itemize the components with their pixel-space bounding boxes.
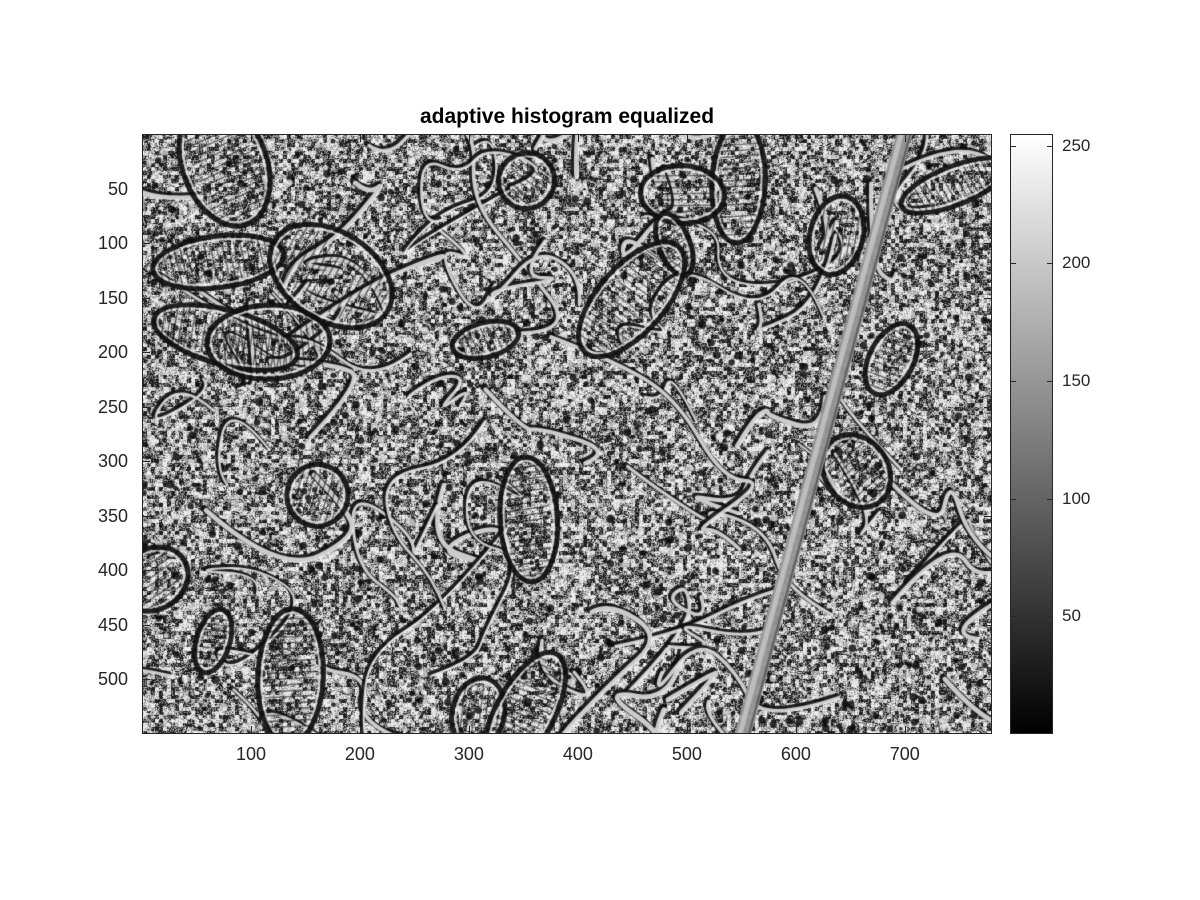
y-tick-mark [984, 461, 992, 463]
y-tick-mark [142, 515, 150, 517]
x-tick-label: 300 [453, 744, 484, 764]
y-tick-mark [984, 679, 992, 681]
y-tick-label: 100 [97, 233, 128, 254]
x-tick-mark [359, 134, 361, 142]
y-tick-label: 400 [97, 560, 128, 581]
colorbar-tick-mark [1047, 263, 1053, 265]
x-tick-mark [250, 726, 252, 734]
x-tick-mark [468, 726, 470, 734]
y-tick-mark [984, 297, 992, 299]
image-axes [142, 134, 992, 734]
x-tick-label: 100 [235, 744, 266, 764]
x-tick-mark [250, 134, 252, 142]
y-tick-label: 150 [97, 287, 128, 308]
colorbar-tick-mark [1010, 263, 1016, 265]
x-tick-label: 400 [562, 744, 593, 764]
x-tick-mark [686, 134, 688, 142]
y-tick-mark [984, 352, 992, 354]
x-tick-mark [359, 726, 361, 734]
y-tick-mark [142, 188, 150, 190]
y-tick-mark [142, 624, 150, 626]
y-tick-mark [984, 243, 992, 245]
y-tick-mark [142, 570, 150, 572]
y-tick-mark [142, 297, 150, 299]
x-tick-mark [468, 134, 470, 142]
y-tick-label: 350 [97, 505, 128, 526]
y-tick-mark [984, 570, 992, 572]
y-tick-mark [142, 679, 150, 681]
y-tick-mark [142, 406, 150, 408]
x-tick-label: 200 [344, 744, 375, 764]
colorbar-tick-label: 250 [1062, 135, 1091, 155]
colorbar-tick-mark [1047, 498, 1053, 500]
figure-title: adaptive histogram equalized [419, 105, 715, 128]
y-tick-mark [984, 188, 992, 190]
x-tick-mark [795, 134, 797, 142]
y-tick-label: 500 [97, 669, 128, 690]
x-tick-mark [686, 726, 688, 734]
x-tick-mark [795, 726, 797, 734]
y-tick-mark [984, 406, 992, 408]
y-tick-mark [142, 461, 150, 463]
colorbar-tick-mark [1010, 381, 1016, 383]
colorbar [1010, 134, 1053, 734]
y-tick-mark [984, 624, 992, 626]
y-tick-mark [984, 515, 992, 517]
x-tick-mark [577, 134, 579, 142]
y-tick-label: 250 [97, 396, 128, 417]
y-tick-label: 300 [97, 451, 128, 472]
y-tick-mark [142, 243, 150, 245]
grayscale-micrograph-image [143, 135, 991, 733]
colorbar-tick-label: 150 [1062, 371, 1091, 391]
y-tick-label: 50 [107, 178, 128, 199]
y-tick-mark [142, 352, 150, 354]
colorbar-tick-mark [1010, 616, 1016, 618]
colorbar-tick-mark [1047, 616, 1053, 618]
y-tick-label: 450 [97, 614, 128, 635]
x-tick-mark [904, 134, 906, 142]
colorbar-tick-mark [1047, 381, 1053, 383]
colorbar-tick-mark [1010, 498, 1016, 500]
x-tick-label: 500 [671, 744, 702, 764]
x-tick-label: 600 [780, 744, 811, 764]
colorbar-tick-label: 200 [1062, 253, 1091, 273]
x-tick-mark [904, 726, 906, 734]
colorbar-tick-mark [1010, 145, 1016, 147]
x-tick-mark [577, 726, 579, 734]
colorbar-tick-label: 50 [1062, 606, 1081, 626]
colorbar-tick-mark [1047, 145, 1053, 147]
colorbar-tick-label: 100 [1062, 488, 1091, 508]
x-tick-label: 700 [889, 744, 920, 764]
y-tick-label: 200 [97, 342, 128, 363]
